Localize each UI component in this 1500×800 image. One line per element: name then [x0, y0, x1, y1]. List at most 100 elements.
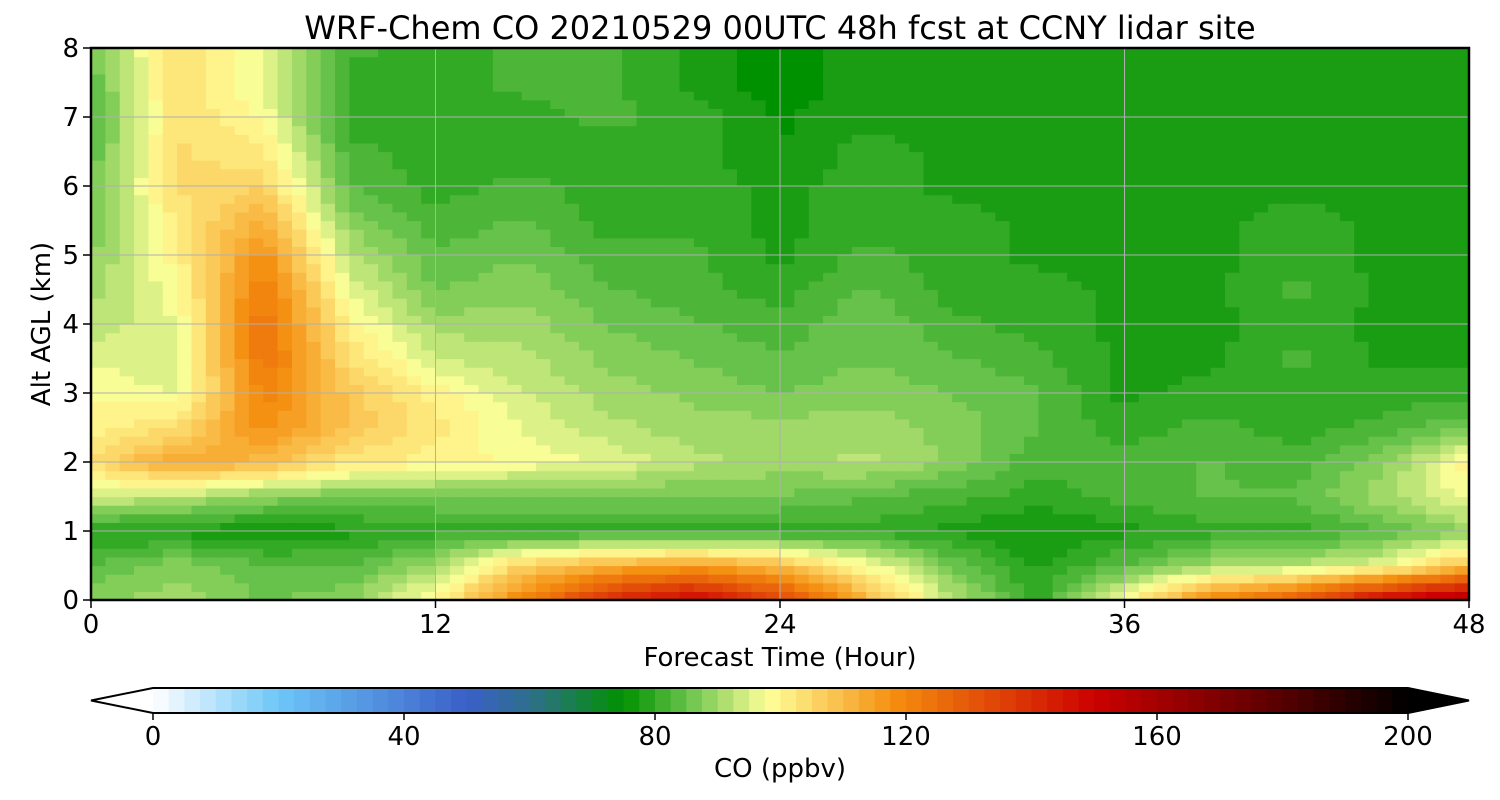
field-cell — [1339, 522, 1355, 532]
field-cell — [177, 574, 193, 584]
field-cell — [234, 565, 250, 575]
field-cell — [507, 324, 523, 334]
field-cell — [1397, 565, 1413, 575]
field-cell — [291, 272, 307, 282]
field-cell — [636, 237, 652, 247]
field-cell — [1311, 203, 1327, 213]
field-cell — [162, 556, 178, 567]
field-cell — [1296, 384, 1312, 394]
field-cell — [205, 203, 221, 213]
field-cell — [162, 470, 178, 480]
field-cell — [1138, 462, 1154, 472]
field-cell — [363, 168, 379, 178]
field-cell — [406, 315, 422, 325]
field-cell — [1095, 272, 1111, 282]
field-cell — [823, 186, 839, 196]
field-cell — [1411, 280, 1427, 291]
field-cell — [579, 315, 594, 325]
field-cell — [1038, 160, 1054, 170]
field-cell — [148, 522, 164, 532]
field-cell — [1382, 211, 1398, 222]
field-cell — [449, 548, 465, 558]
field-cell — [693, 574, 709, 584]
field-cell — [521, 427, 537, 437]
field-cell — [995, 203, 1011, 213]
field-cell — [134, 591, 150, 600]
field-cell — [1425, 168, 1441, 178]
field-cell — [435, 246, 451, 256]
field-cell — [650, 505, 666, 515]
field-cell — [1124, 539, 1140, 549]
field-cell — [579, 436, 594, 446]
field-cell — [378, 306, 394, 316]
field-cell — [593, 220, 609, 230]
field-cell — [564, 160, 580, 170]
field-cell — [91, 410, 106, 420]
field-cell — [277, 177, 293, 187]
field-cell — [736, 531, 752, 541]
field-cell — [1167, 556, 1183, 567]
field-cell — [995, 470, 1011, 480]
field-cell — [1411, 349, 1427, 360]
field-cell — [966, 522, 982, 532]
field-cell — [1311, 418, 1327, 429]
field-cell — [708, 280, 724, 291]
field-cell — [1224, 427, 1240, 437]
field-cell — [191, 591, 207, 600]
field-cell — [349, 444, 365, 454]
field-cell — [966, 160, 982, 170]
field-cell — [148, 574, 164, 584]
field-cell — [1052, 565, 1068, 575]
field-cell — [880, 263, 896, 273]
field-cell — [119, 496, 135, 506]
field-cell — [952, 427, 968, 437]
field-cell — [1210, 384, 1226, 394]
field-cell — [1440, 186, 1456, 196]
field-cell — [650, 220, 666, 230]
field-cell — [550, 548, 566, 558]
field-cell — [1167, 324, 1183, 334]
field-cell — [1253, 427, 1269, 437]
field-cell — [1454, 306, 1469, 316]
field-cell — [1038, 513, 1054, 523]
field-cell — [693, 539, 709, 549]
field-cell — [1339, 315, 1355, 325]
field-cell — [780, 384, 795, 394]
field-cell — [880, 272, 896, 282]
field-cell — [1325, 367, 1341, 377]
field-cell — [837, 487, 853, 498]
field-cell — [1052, 255, 1068, 265]
field-cell — [392, 349, 408, 360]
field-cell — [1210, 220, 1226, 230]
field-cell — [693, 401, 709, 411]
field-cell — [1239, 496, 1255, 506]
field-cell — [708, 160, 724, 170]
field-cell — [823, 220, 839, 230]
field-cell — [277, 324, 293, 334]
field-cell — [449, 358, 465, 368]
field-cell — [866, 168, 882, 178]
field-cell — [1052, 203, 1068, 213]
field-cell — [808, 548, 824, 558]
field-cell — [220, 496, 236, 506]
field-cell — [291, 496, 307, 506]
field-cell — [1311, 582, 1327, 592]
field-cell — [248, 151, 264, 161]
field-cell — [291, 487, 307, 498]
field-cell — [1454, 496, 1469, 506]
field-cell — [880, 582, 896, 592]
field-cell — [1382, 237, 1398, 247]
field-cell — [234, 384, 250, 394]
field-cell — [1138, 505, 1154, 515]
field-cell — [277, 487, 293, 498]
field-cell — [894, 177, 910, 187]
field-cell — [1110, 367, 1126, 377]
field-cell — [765, 453, 781, 463]
field-cell — [1282, 401, 1298, 411]
field-cell — [349, 505, 365, 515]
field-cell — [1268, 496, 1283, 506]
field-cell — [1339, 487, 1355, 498]
field-cell — [291, 574, 307, 584]
field-cell — [1296, 410, 1312, 420]
field-cell — [1339, 298, 1355, 308]
